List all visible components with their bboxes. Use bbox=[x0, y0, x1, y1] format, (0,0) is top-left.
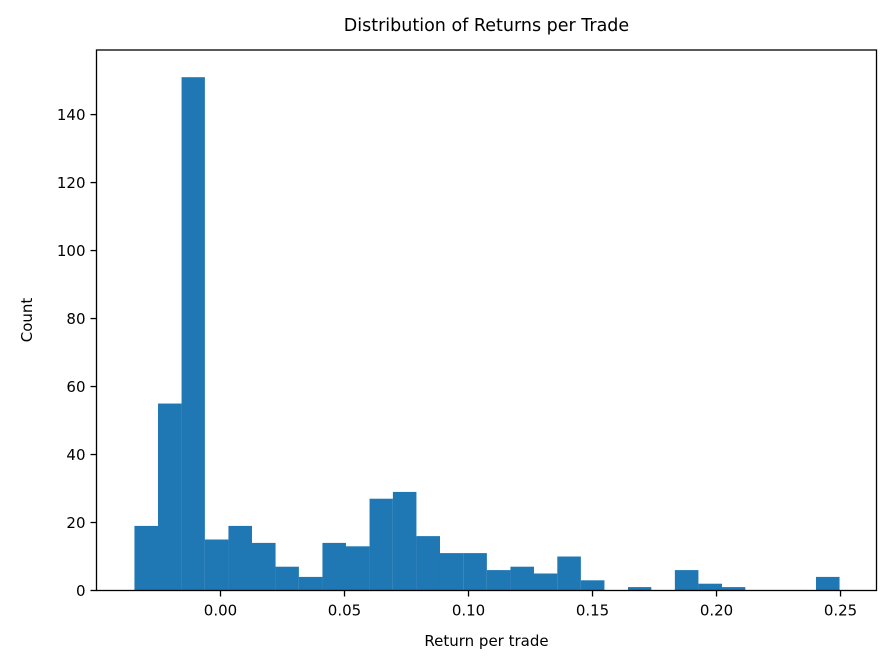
histogram-bar bbox=[557, 556, 581, 591]
y-tick-label: 120 bbox=[57, 174, 86, 192]
y-tick-label: 40 bbox=[66, 446, 85, 464]
histogram-bar bbox=[580, 580, 605, 591]
y-tick-label: 60 bbox=[66, 378, 85, 396]
chart-title: Distribution of Returns per Trade bbox=[343, 16, 630, 36]
histogram-bar bbox=[322, 542, 347, 591]
x-tick-label: 0.15 bbox=[576, 602, 609, 620]
y-tick-label: 0 bbox=[76, 582, 86, 600]
histogram-bar bbox=[134, 525, 159, 591]
x-axis-label: Return per trade bbox=[424, 632, 549, 650]
histogram-bar bbox=[252, 542, 276, 591]
x-tick-label: 0.20 bbox=[700, 602, 733, 620]
y-axis-label: Count bbox=[18, 297, 36, 343]
histogram-bar bbox=[204, 539, 229, 591]
histogram-bar bbox=[392, 491, 417, 591]
histogram-bar bbox=[181, 77, 205, 591]
histogram-bar bbox=[158, 403, 182, 591]
y-tick-label: 140 bbox=[57, 106, 86, 124]
x-tick-label: 0.05 bbox=[328, 602, 361, 620]
y-tick-label: 80 bbox=[66, 310, 85, 328]
histogram-bar bbox=[298, 576, 323, 591]
histogram-bar bbox=[463, 553, 487, 591]
histogram-bar bbox=[510, 566, 534, 591]
y-tick-label: 100 bbox=[57, 242, 86, 260]
y-tick-label: 20 bbox=[66, 514, 85, 532]
histogram-bar bbox=[416, 536, 440, 591]
histogram-bar bbox=[698, 583, 722, 591]
histogram-bar bbox=[275, 566, 299, 591]
histogram-bar bbox=[346, 546, 370, 591]
histogram-bar bbox=[486, 570, 511, 591]
x-tick-label: 0.25 bbox=[824, 602, 857, 620]
histogram-bar bbox=[439, 553, 464, 591]
histogram-bar bbox=[721, 587, 746, 591]
histogram-bar bbox=[674, 570, 699, 591]
x-tick-label: 0.10 bbox=[452, 602, 485, 620]
x-tick-label: 0.00 bbox=[204, 602, 237, 620]
axes-frame bbox=[95, 49, 878, 592]
histogram-bar bbox=[533, 573, 558, 591]
histogram-bar bbox=[627, 587, 652, 591]
histogram-bar bbox=[815, 576, 840, 591]
histogram-bar bbox=[369, 498, 393, 591]
histogram-bar bbox=[228, 525, 253, 591]
